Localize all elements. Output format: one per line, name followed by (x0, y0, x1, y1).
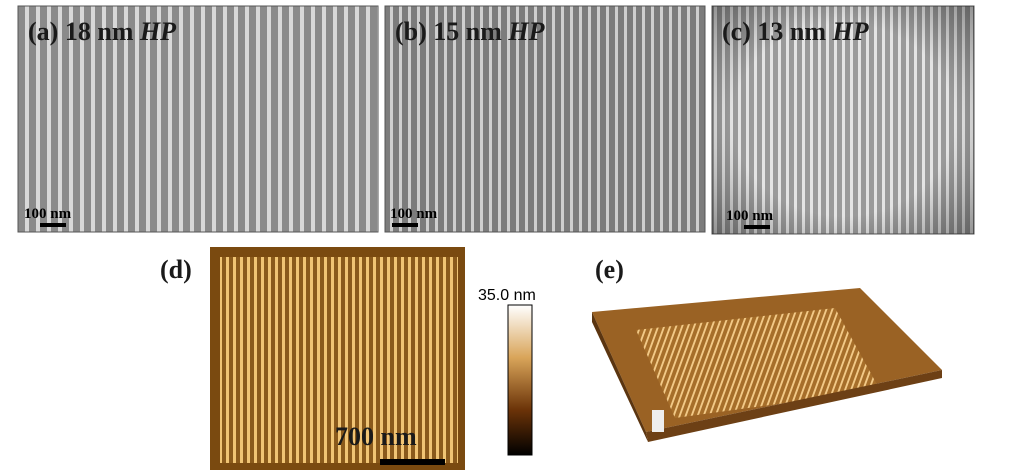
panel-c: (c) 13 nm HP 100 nm (711, 5, 975, 235)
panel-b: (b) 15 nm HP 100 nm (384, 5, 706, 233)
sem-image (384, 5, 706, 233)
panel-e: (e) (592, 255, 942, 442)
panel-title: (b) 15 nm HP (395, 17, 546, 46)
panel-d: (d) 700 nm 35.0 nm (160, 247, 536, 470)
panel-label: (d) (160, 255, 192, 284)
panel-a: (a) 18 nm HP 100 nm (17, 5, 379, 233)
sem-image (17, 5, 379, 233)
panel-label: (e) (595, 255, 624, 284)
afm-3d-grating (636, 308, 880, 418)
colorbar-label: 35.0 nm (478, 287, 536, 304)
scale-bar (744, 225, 770, 229)
shading (712, 6, 974, 234)
scale-bar (40, 223, 66, 227)
scale-bar (380, 459, 445, 465)
scale-label: 700 nm (335, 422, 417, 451)
scale-bar (392, 223, 418, 227)
afm-image (220, 257, 458, 463)
afm-3d-edge (592, 312, 648, 442)
colorbar (507, 304, 533, 456)
afm-3d-edge (646, 370, 942, 442)
panel-title: (c) 13 nm HP (722, 17, 870, 46)
scale-label: 100 nm (726, 208, 774, 224)
panel-title: (a) 18 nm HP (28, 17, 177, 46)
scale-label: 100 nm (390, 206, 438, 222)
afm-3d-spike (652, 410, 664, 432)
scale-label: 100 nm (24, 206, 72, 222)
